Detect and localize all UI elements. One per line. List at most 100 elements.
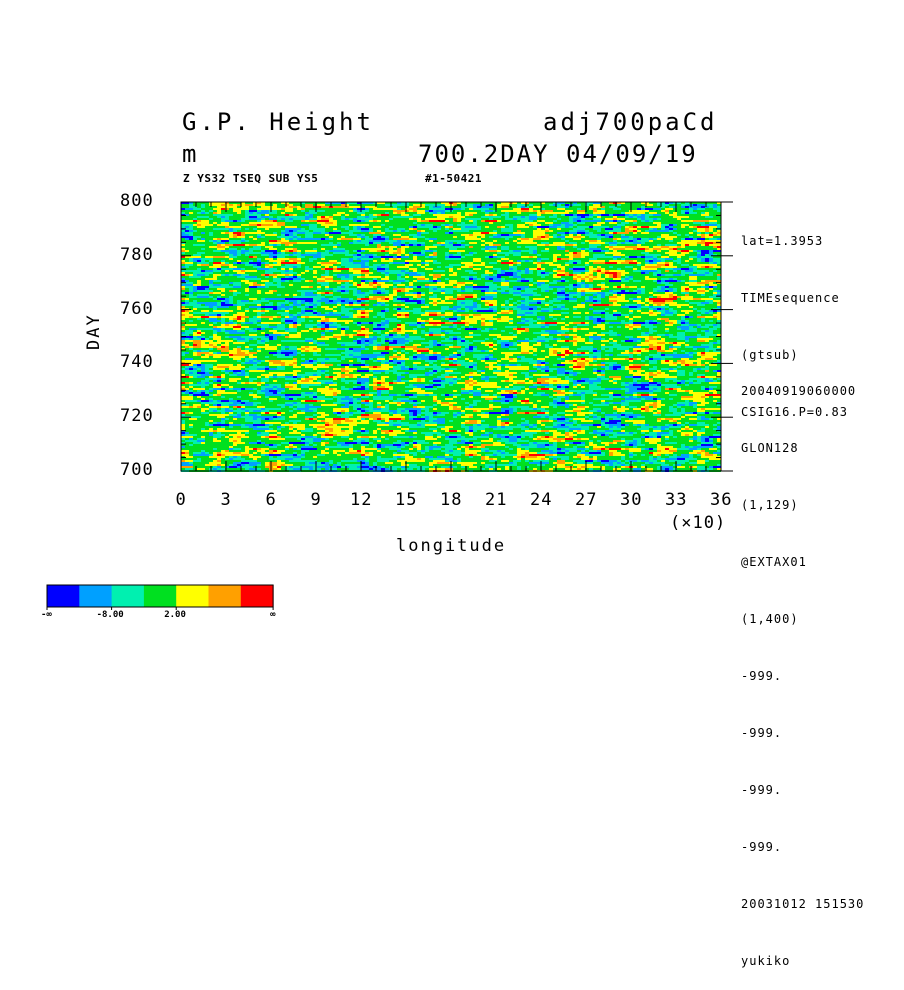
heatmap-cell <box>629 240 633 242</box>
heatmap-cell <box>329 258 333 260</box>
heatmap-cell <box>705 252 709 254</box>
heatmap-cell <box>417 214 421 216</box>
heatmap-cell <box>385 252 389 254</box>
heatmap-cell <box>557 204 561 206</box>
heatmap-cell <box>685 272 689 274</box>
heatmap-cell <box>317 234 321 236</box>
heatmap-cell <box>665 244 669 246</box>
heatmap-cell <box>181 210 185 212</box>
heatmap-cell <box>537 214 541 216</box>
heatmap-cell <box>205 232 209 234</box>
heatmap-cell <box>521 254 525 256</box>
heatmap-cell <box>477 270 481 272</box>
heatmap-cell <box>553 268 557 270</box>
heatmap-cell <box>713 246 717 248</box>
heatmap-cell <box>225 228 229 230</box>
heatmap-cell <box>709 234 713 236</box>
heatmap-cell <box>213 266 217 268</box>
heatmap-cell <box>709 232 713 234</box>
heatmap-cell <box>245 248 249 250</box>
heatmap-cell <box>501 220 505 222</box>
heatmap-cell <box>477 228 481 230</box>
heatmap-cell <box>645 266 649 268</box>
heatmap-cell <box>313 272 317 274</box>
heatmap-cell <box>501 236 505 238</box>
heatmap-cell <box>433 234 437 236</box>
heatmap-cell <box>181 238 185 240</box>
heatmap-cell <box>689 268 693 270</box>
heatmap-cell <box>665 240 669 242</box>
heatmap-cell <box>185 206 189 208</box>
heatmap-cell <box>497 272 501 274</box>
heatmap-cell <box>201 220 205 222</box>
heatmap-cell <box>497 204 501 206</box>
heatmap-cell <box>405 224 409 226</box>
heatmap-cell <box>409 232 413 234</box>
heatmap-cell <box>541 266 545 268</box>
heatmap-cell <box>297 210 301 212</box>
heatmap-cell <box>685 266 689 268</box>
heatmap-cell <box>525 238 529 240</box>
heatmap-cell <box>449 230 453 232</box>
heatmap-cell <box>353 244 357 246</box>
heatmap-cell <box>449 218 453 220</box>
heatmap-cell <box>245 236 249 238</box>
heatmap-cell <box>333 234 337 236</box>
heatmap-cell <box>517 230 521 232</box>
heatmap-cell <box>601 252 605 254</box>
heatmap-cell <box>353 270 357 272</box>
heatmap-cell <box>481 216 485 218</box>
heatmap-cell <box>301 246 305 248</box>
heatmap-cell <box>549 274 553 276</box>
heatmap-cell <box>717 204 721 206</box>
heatmap-cell <box>257 228 261 230</box>
heatmap-cell <box>657 238 661 240</box>
heatmap-cell <box>361 232 365 234</box>
heatmap-cell <box>193 274 197 276</box>
heatmap-cell <box>289 214 293 216</box>
heatmap-cell <box>553 230 557 232</box>
heatmap-cell <box>497 218 501 220</box>
heatmap-cell <box>421 208 425 210</box>
heatmap-cell <box>265 248 269 250</box>
heatmap-cell <box>241 216 245 218</box>
heatmap-cell <box>453 228 457 230</box>
heatmap-cell <box>361 216 365 218</box>
heatmap-cell <box>285 254 289 256</box>
heatmap-cell <box>341 226 345 228</box>
heatmap-cell <box>437 264 441 266</box>
heatmap-cell <box>373 244 377 246</box>
heatmap-cell <box>389 264 393 266</box>
heatmap-cell <box>261 222 265 224</box>
heatmap-cell <box>441 240 445 242</box>
heatmap-cell <box>629 258 633 260</box>
heatmap-cell <box>389 270 393 272</box>
heatmap-cell <box>557 240 561 242</box>
heatmap-cell <box>545 246 549 248</box>
heatmap-cell <box>713 272 717 274</box>
heatmap-cell <box>477 240 481 242</box>
heatmap-cell <box>229 268 233 270</box>
heatmap-cell <box>477 250 481 252</box>
heatmap-cell <box>217 204 221 206</box>
heatmap-cell <box>241 204 245 206</box>
heatmap-cell <box>329 216 333 218</box>
heatmap-cell <box>209 256 213 258</box>
heatmap-cell <box>445 232 449 234</box>
heatmap-cell <box>233 244 237 246</box>
heatmap-cell <box>237 210 241 212</box>
heatmap-cell <box>473 262 477 264</box>
heatmap-cell <box>301 260 305 262</box>
heatmap-cell <box>381 238 385 240</box>
heatmap-cell <box>317 224 321 226</box>
heatmap-cell <box>233 270 237 272</box>
heatmap-cell <box>421 260 425 262</box>
heatmap-cell <box>561 262 565 264</box>
heatmap-cell <box>417 208 421 210</box>
heatmap-cell <box>445 240 449 242</box>
heatmap-cell <box>469 216 473 218</box>
heatmap-cell <box>521 232 525 234</box>
heatmap-cell <box>509 254 513 256</box>
heatmap-cell <box>353 230 357 232</box>
heatmap-cell <box>621 264 625 266</box>
